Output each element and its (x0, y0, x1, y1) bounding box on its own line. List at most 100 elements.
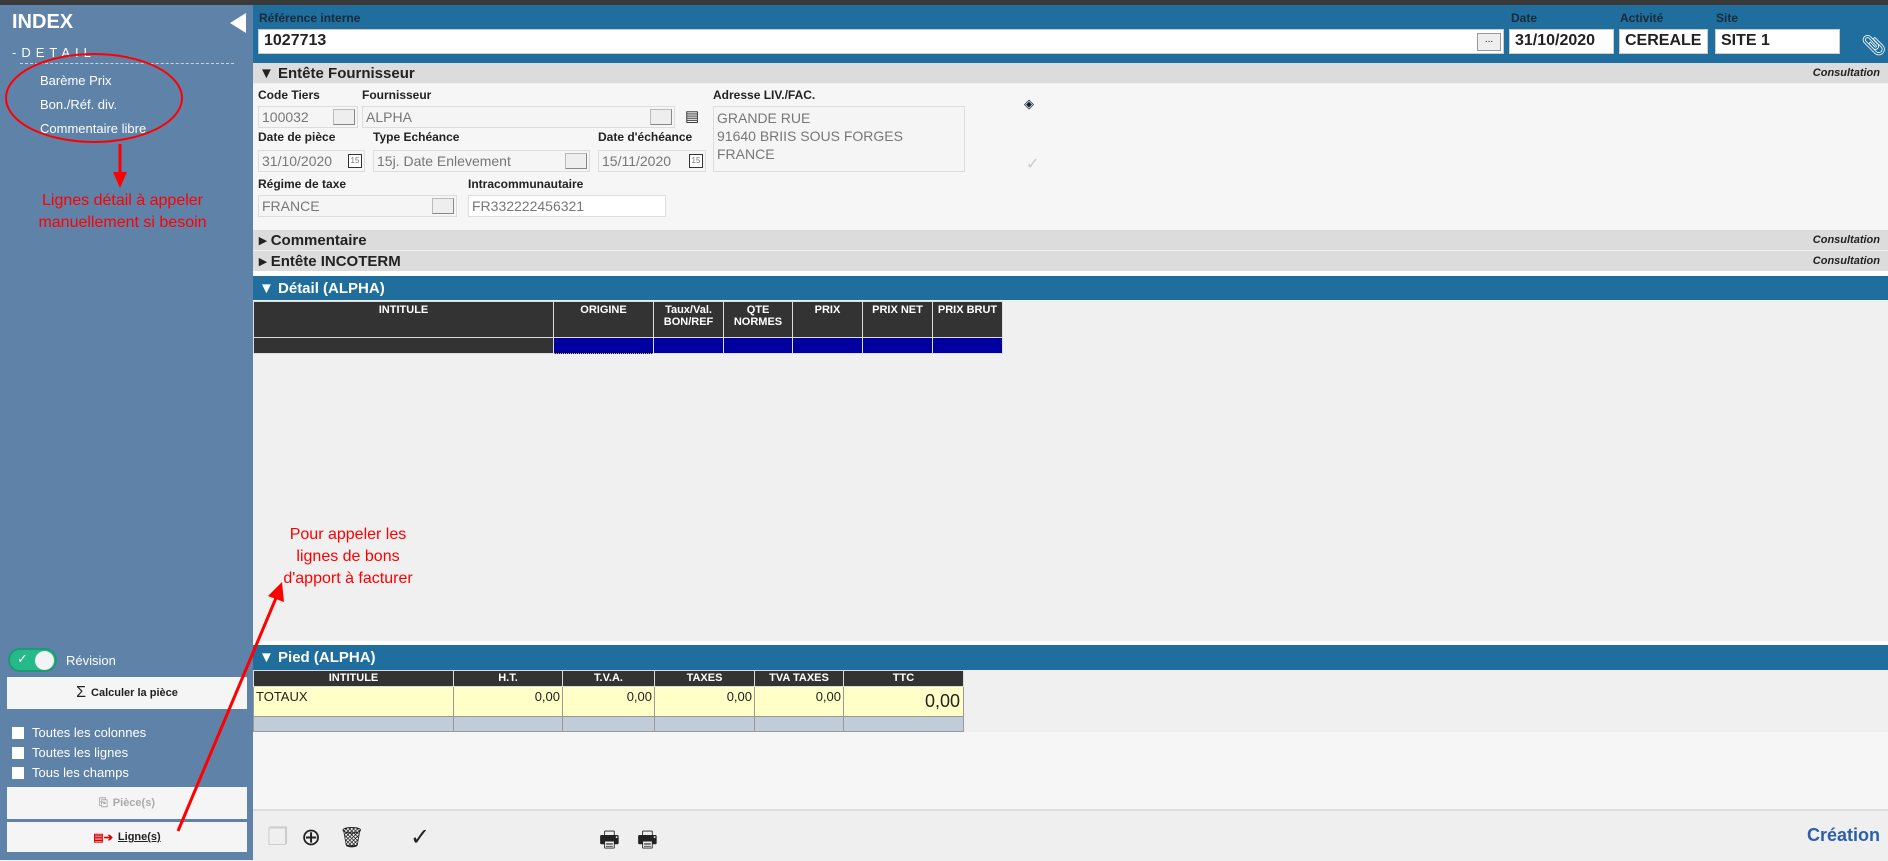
trash-icon[interactable]: 🗑︎ (339, 827, 365, 849)
book-icon[interactable]: ◈ (1024, 96, 1034, 111)
table-row[interactable] (253, 337, 1003, 354)
date-label: Date (1511, 11, 1538, 25)
section-title: Commentaire (270, 231, 367, 249)
col-ht[interactable]: H.T. (453, 670, 563, 687)
date-piece-label: Date de pièce (258, 130, 336, 144)
date-input[interactable]: 31/10/2020 (1509, 29, 1614, 54)
col-prix-brut[interactable]: PRIX BRUT (932, 301, 1003, 338)
lignes-button[interactable]: ▤➔ Ligne(s) (7, 822, 247, 852)
print-icon[interactable]: 🖶 (599, 827, 620, 852)
col-taux[interactable]: Taux/Val. BON/REF (653, 301, 724, 338)
checkbox-toutes-colonnes[interactable]: Toutes les colonnes (12, 725, 146, 740)
cell[interactable] (553, 337, 654, 354)
expand-icon: ▸ (259, 232, 271, 249)
site-input[interactable]: SITE 1 (1715, 29, 1840, 54)
section-pied[interactable]: ▼ Pied (ALPHA) (253, 645, 1888, 670)
add-icon[interactable]: ⊕ (301, 824, 322, 851)
type-echeance-input[interactable]: 15j. Date Enlevement (373, 150, 590, 172)
col-prix[interactable]: PRIX (792, 301, 863, 338)
button-label: Ligne(s) (117, 831, 161, 843)
col-qte[interactable]: QTE NORMES (723, 301, 793, 338)
intracom-input[interactable]: FR332222456321 (468, 195, 666, 217)
col-origine[interactable]: ORIGINE (553, 301, 654, 338)
section-commentaire[interactable]: ▸ Commentaire Consultation (253, 230, 1888, 250)
sidebar-item-commentaire-libre[interactable]: Commentaire libre (40, 121, 147, 136)
total-tva-taxes: 0,00 (754, 686, 844, 717)
validate-icon[interactable]: ✓ (410, 824, 431, 851)
checkbox-label: Tous les champs (32, 765, 129, 780)
cell[interactable] (862, 337, 933, 354)
cell[interactable] (792, 337, 863, 354)
total-tva: 0,00 (562, 686, 655, 717)
col-prix-net[interactable]: PRIX NET (862, 301, 933, 338)
revision-label: Révision (66, 653, 116, 668)
section-status: Consultation (1812, 255, 1880, 267)
validate-check-icon[interactable]: ✓ (1026, 156, 1040, 173)
field-value: FRANCE (262, 198, 320, 214)
field-value: 15j. Date Enlevement (377, 153, 511, 169)
documents-icon[interactable]: ▤ (685, 108, 700, 125)
fournisseur-input[interactable]: ALPHA (362, 106, 675, 128)
checkbox-toutes-lignes[interactable]: Toutes les lignes (12, 745, 128, 760)
collapse-sidebar-icon[interactable] (230, 13, 246, 33)
pieces-button[interactable]: ⎘ Pièce(s) (7, 787, 247, 819)
sidebar: INDEX -DETAIL Barème Prix Bon./Réf. div.… (0, 0, 253, 860)
date-echeance-input[interactable]: 15/11/2020 15 (598, 150, 706, 172)
sidebar-item-bon-ref[interactable]: Bon./Réf. div. (40, 97, 118, 112)
adresse-line: FRANCE (717, 146, 775, 162)
field-value: 31/10/2020 (262, 153, 333, 169)
activite-input[interactable]: CEREALE (1619, 29, 1708, 54)
code-tiers-input[interactable]: 100032 (258, 106, 358, 128)
fournisseur-label: Fournisseur (362, 88, 432, 102)
duplicate-icon[interactable]: ❐ (267, 824, 289, 851)
annotation-line: Pour appeler les (289, 526, 407, 543)
col-intitule[interactable]: INTITULE (253, 301, 554, 338)
cell[interactable] (253, 337, 554, 354)
col-tva-taxes[interactable]: TVA TAXES (754, 670, 844, 687)
section-title: Entête INCOTERM (270, 252, 401, 270)
regime-input[interactable]: FRANCE (258, 195, 457, 217)
adresse-line: GRANDE RUE (717, 110, 811, 126)
section-title: Entête Fournisseur (278, 64, 415, 82)
calculer-piece-button[interactable]: Σ Calculer la pièce (7, 677, 247, 709)
site-label: Site (1716, 11, 1739, 25)
intracom-label: Intracommunautaire (468, 177, 584, 191)
sidebar-item-bareme-prix[interactable]: Barème Prix (40, 73, 112, 88)
calendar-icon[interactable]: 15 (348, 154, 362, 168)
calendar-icon[interactable]: 15 (689, 154, 703, 168)
col-ttc[interactable]: TTC (843, 670, 964, 687)
cell[interactable] (932, 337, 1003, 354)
cell[interactable] (653, 337, 724, 354)
section-entete-fournisseur[interactable]: ▼ Entête Fournisseur Consultation (253, 63, 1888, 83)
revision-toggle[interactable]: ✓ (8, 648, 57, 672)
total-ttc: 0,00 (843, 686, 964, 717)
field-value: 100032 (262, 109, 309, 125)
import-pieces-icon: ⎘ (98, 796, 108, 809)
detail-table: INTITULE ORIGINE Taux/Val. BON/REF QTE N… (253, 301, 1003, 354)
col-taxes[interactable]: TAXES (654, 670, 755, 687)
section-incoterm[interactable]: ▸ Entête INCOTERM Consultation (253, 251, 1888, 271)
checkbox-tous-champs[interactable]: Tous les champs (12, 765, 129, 780)
print-email-icon[interactable]: 🖶 (637, 827, 658, 852)
ref-input[interactable]: 1027713 (258, 29, 1504, 54)
date-piece-input[interactable]: 31/10/2020 15 (258, 150, 365, 172)
col-tva[interactable]: T.V.A. (562, 670, 655, 687)
col-intitule[interactable]: INTITULE (253, 670, 454, 687)
adresse-box[interactable]: GRANDE RUE 91640 BRIIS SOUS FORGES FRANC… (713, 106, 965, 172)
sidebar-section-detail: -DETAIL (12, 45, 96, 60)
field-value: ALPHA (366, 109, 412, 125)
field-value: 15/11/2020 (602, 153, 672, 169)
annotation-line: d'apport à facturer (283, 570, 413, 587)
footer-toolbar: ❐ ⊕ 🗑︎ ✓ 🖶 🖶 Création (253, 809, 1888, 860)
check-icon: ✓ (17, 651, 28, 666)
expand-icon: ▸ (259, 253, 271, 270)
cell[interactable] (723, 337, 793, 354)
section-status: Consultation (1812, 67, 1880, 79)
expand-icon: ▼ (259, 64, 279, 82)
annotation-line: lignes de bons (296, 548, 400, 565)
type-echeance-label: Type Echéance (373, 130, 460, 144)
total-taxes: 0,00 (654, 686, 755, 717)
paperclip-icon[interactable]: 📎︎ (1861, 35, 1887, 57)
ref-lookup-button[interactable]: ... (1477, 33, 1501, 51)
section-detail[interactable]: ▼ Détail (ALPHA) (253, 276, 1888, 300)
